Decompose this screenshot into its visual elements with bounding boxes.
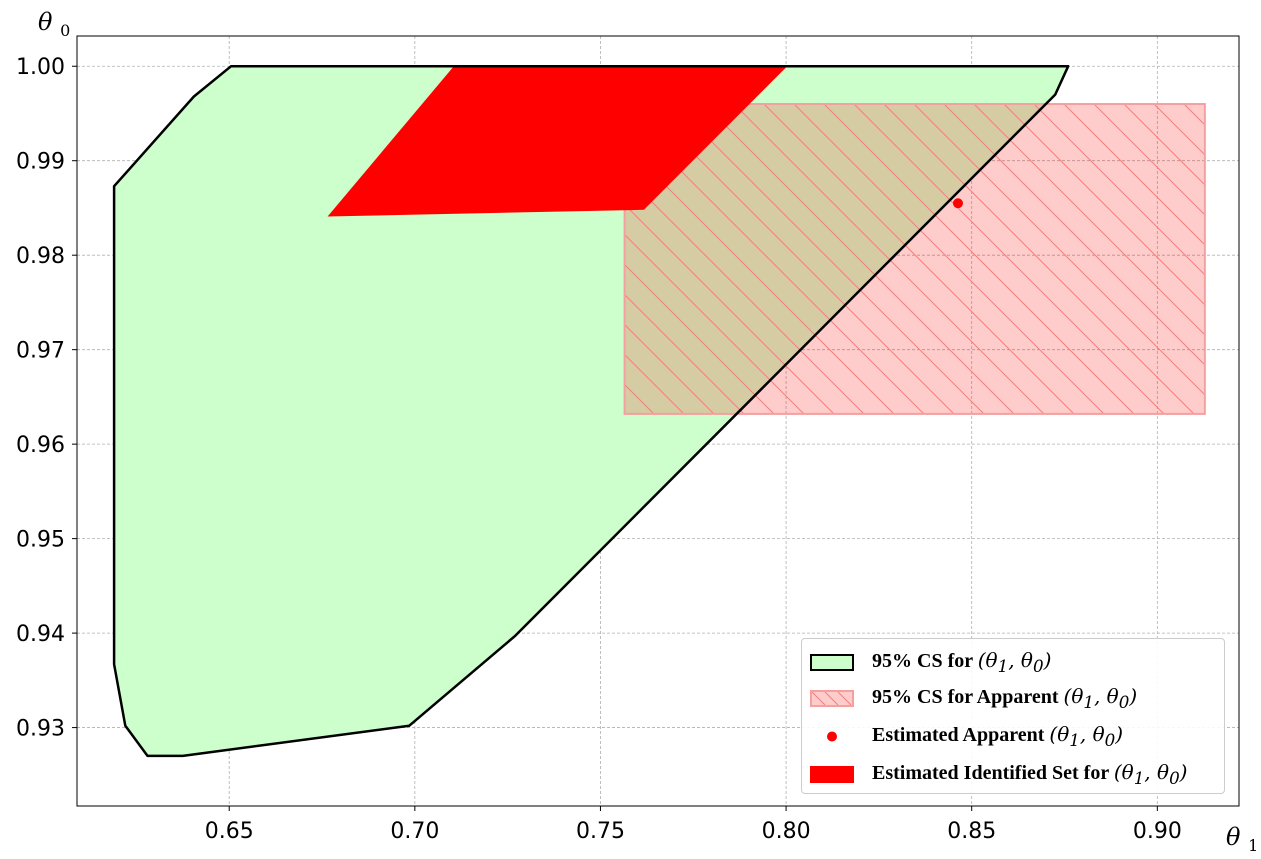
y-tick-label: 0.93	[16, 717, 65, 742]
x-axis-label: θ 1	[1226, 823, 1258, 855]
identified-set-region	[327, 66, 788, 217]
y-tick-label: 0.99	[16, 150, 65, 175]
x-tick-label: 0.65	[205, 819, 254, 844]
tick-marks	[72, 65, 1158, 811]
legend-label-idset: Estimated Identified Set for (θ1, θ0)	[872, 760, 1188, 788]
y-tick-label: 0.95	[16, 528, 65, 553]
x-tick-label: 0.70	[390, 819, 439, 844]
legend-item-apparent-cs: 95% CS for Apparent (θ1, θ0)	[810, 683, 1137, 713]
estimated-apparent-point	[952, 198, 963, 209]
plot-frame	[76, 35, 1240, 807]
legend-swatch-idset	[810, 765, 854, 783]
legend-label-apparent-cs: 95% CS for Apparent (θ1, θ0)	[872, 684, 1138, 712]
y-tick-label: 0.94	[16, 622, 65, 647]
cs-outline	[112, 64, 1070, 758]
legend: 95% CS for (θ1, θ0) 95% CS for Apparent …	[801, 638, 1225, 794]
apparent-cs-hatch	[623, 103, 1206, 415]
y-axis-label-text: θ	[38, 8, 53, 36]
x-tick-label: 0.90	[1133, 819, 1182, 844]
x-tick-label: 0.80	[762, 819, 811, 844]
legend-swatch-point	[810, 728, 854, 745]
legend-label-cs: 95% CS for (θ1, θ0)	[872, 648, 1052, 676]
legend-swatch-cs	[810, 653, 854, 671]
y-axis-label: θ 0	[38, 8, 70, 40]
legend-swatch-apparent-cs	[810, 689, 854, 707]
x-tick-label: 0.75	[576, 819, 625, 844]
legend-item-point: Estimated Apparent (θ1, θ0)	[810, 721, 1123, 751]
y-tick-label: 0.96	[16, 433, 65, 458]
y-tick-label: 0.97	[16, 339, 65, 364]
legend-item-idset: Estimated Identified Set for (θ1, θ0)	[810, 759, 1187, 789]
legend-label-point: Estimated Apparent (θ1, θ0)	[872, 722, 1124, 750]
x-tick-label: 0.85	[947, 819, 996, 844]
legend-item-cs: 95% CS for (θ1, θ0)	[810, 647, 1051, 677]
y-tick-label: 0.98	[16, 244, 65, 269]
series-layer	[112, 64, 1206, 758]
x-axis-label-text: θ	[1226, 823, 1241, 851]
y-tick-label: 1.00	[16, 55, 65, 80]
